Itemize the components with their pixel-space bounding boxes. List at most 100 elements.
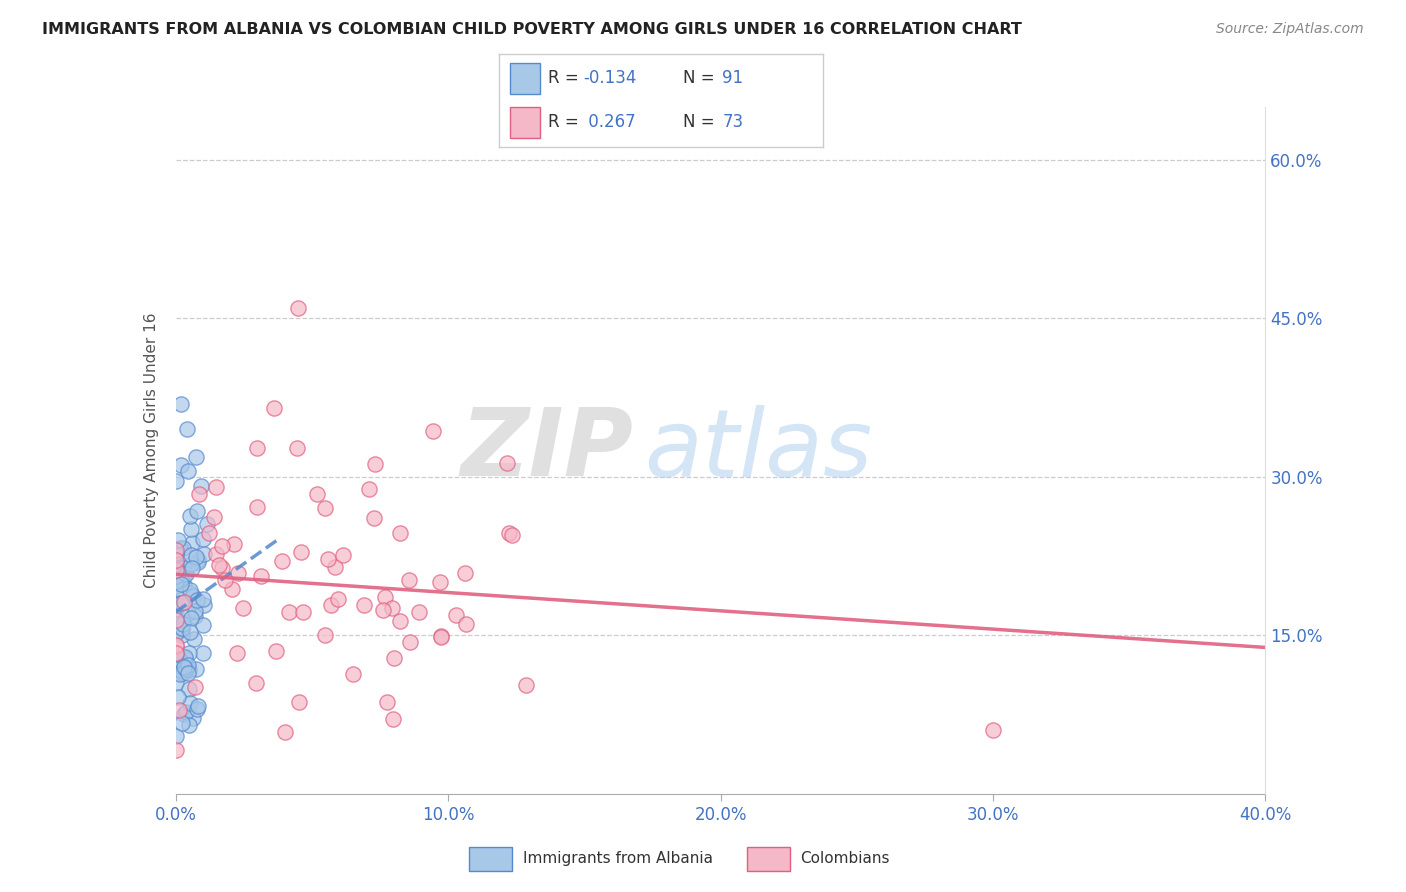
Point xyxy=(250,568,273,582)
Point xyxy=(208,558,231,572)
Point xyxy=(181,711,204,725)
Point xyxy=(495,456,517,470)
Point xyxy=(165,555,187,569)
Point xyxy=(270,554,292,568)
Point xyxy=(204,509,226,524)
Point xyxy=(382,651,405,665)
Point xyxy=(204,479,226,493)
Point xyxy=(172,666,194,681)
Point xyxy=(165,676,187,690)
Point xyxy=(287,301,309,315)
Point xyxy=(176,705,198,719)
Point xyxy=(498,525,520,540)
Point xyxy=(246,500,269,514)
Point xyxy=(398,573,420,587)
Text: Colombians: Colombians xyxy=(800,851,890,866)
Point xyxy=(184,450,207,464)
Point xyxy=(170,623,193,637)
Point xyxy=(191,618,214,632)
Text: R =: R = xyxy=(547,69,583,87)
Point xyxy=(165,648,187,662)
Point xyxy=(501,528,523,542)
Point xyxy=(342,667,364,681)
Point xyxy=(429,575,451,590)
Point xyxy=(165,542,187,557)
Point xyxy=(332,548,354,562)
Point xyxy=(375,695,398,709)
Bar xyxy=(747,847,790,871)
Point xyxy=(170,397,193,411)
Point xyxy=(180,522,202,536)
Point xyxy=(179,583,201,598)
Point xyxy=(179,586,201,600)
Point xyxy=(319,598,342,612)
Text: N =: N = xyxy=(683,69,720,87)
Point xyxy=(186,593,208,607)
Point xyxy=(179,624,201,639)
Text: 91: 91 xyxy=(723,69,744,87)
Point xyxy=(211,539,233,553)
Point xyxy=(373,603,395,617)
Point xyxy=(430,630,453,644)
Point xyxy=(174,652,197,666)
Point xyxy=(174,662,197,676)
Point xyxy=(165,574,187,588)
Point xyxy=(184,681,207,695)
Point xyxy=(314,627,336,641)
Point xyxy=(179,663,201,677)
Point xyxy=(222,537,245,551)
Point xyxy=(408,605,430,619)
Point xyxy=(195,517,218,532)
Bar xyxy=(470,847,512,871)
Point xyxy=(381,600,404,615)
Point xyxy=(389,525,412,540)
Point xyxy=(389,614,412,628)
Point xyxy=(165,474,187,488)
Point xyxy=(291,605,314,619)
Point xyxy=(165,568,187,582)
Point xyxy=(307,486,329,500)
Point xyxy=(184,662,207,676)
Bar xyxy=(510,107,540,138)
Point xyxy=(169,667,191,681)
Text: N =: N = xyxy=(683,113,720,131)
Point xyxy=(326,592,349,607)
Point xyxy=(180,558,202,572)
Point xyxy=(232,601,254,615)
Point xyxy=(174,566,197,580)
Point xyxy=(193,533,215,547)
Text: Immigrants from Albania: Immigrants from Albania xyxy=(523,851,713,866)
Point xyxy=(165,563,187,577)
Point xyxy=(453,566,475,580)
Point xyxy=(181,536,204,550)
Point xyxy=(165,646,187,660)
Point xyxy=(184,609,207,624)
Point xyxy=(165,729,187,743)
Point xyxy=(287,695,309,709)
Point xyxy=(263,401,285,415)
Point xyxy=(165,567,187,582)
Point xyxy=(314,501,336,516)
Point xyxy=(165,549,187,563)
Point xyxy=(515,678,537,692)
Point xyxy=(177,717,200,731)
Point xyxy=(169,582,191,596)
Point xyxy=(166,533,188,548)
Point xyxy=(323,560,346,574)
Point xyxy=(181,561,204,575)
Point xyxy=(226,566,249,581)
Point xyxy=(173,659,195,673)
Point xyxy=(363,511,385,525)
Point xyxy=(167,703,190,717)
Point xyxy=(173,578,195,592)
Point xyxy=(187,555,209,569)
Point xyxy=(246,441,269,455)
Point xyxy=(454,617,477,632)
Point xyxy=(180,611,202,625)
Point xyxy=(177,606,200,620)
Point xyxy=(165,640,187,654)
Point xyxy=(173,595,195,609)
Point xyxy=(165,638,187,652)
Text: -0.134: -0.134 xyxy=(583,69,637,87)
Point xyxy=(429,629,451,643)
